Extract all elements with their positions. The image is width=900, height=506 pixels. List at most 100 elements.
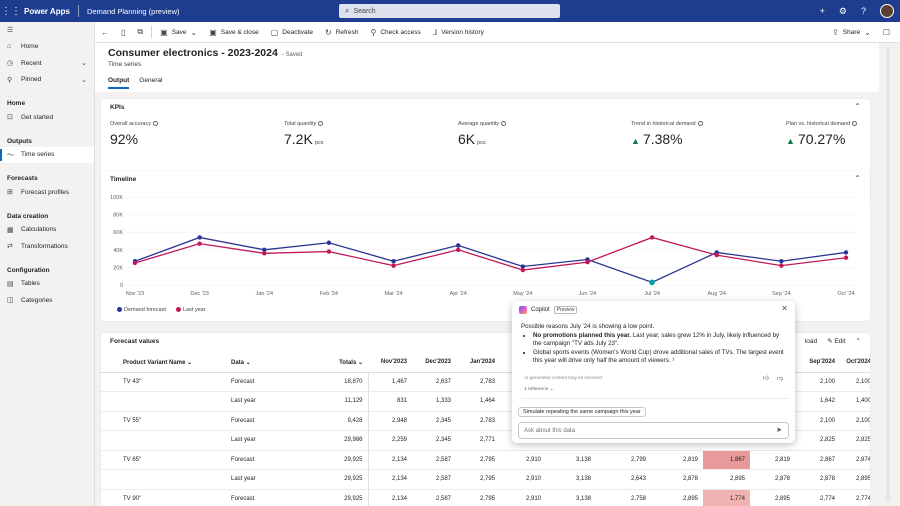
cell-value[interactable]: 1,774 [703,489,750,506]
cell-value[interactable]: 2,587 [412,450,456,470]
legend-item-last-year[interactable]: Last year [175,307,206,313]
cell-value[interactable]: 2,637 [412,372,456,392]
chevron-up-icon[interactable]: ⌃ [855,338,861,345]
send-icon[interactable]: ➤ [776,427,782,434]
cell-value[interactable]: 2,874 [840,450,870,470]
sidebar-item-recent[interactable]: ◷ Recent ⌄ [0,55,94,72]
cell-value[interactable]: 2,774 [840,489,870,506]
settings-icon[interactable]: ⚙ [838,5,847,16]
search-box[interactable]: ⌕ Search [339,4,560,18]
cell-value[interactable]: 3,138 [546,469,596,490]
cell-total[interactable]: 29,986 [304,430,369,451]
cell-value[interactable]: 2,867 [795,450,840,470]
cell-value[interactable]: 2,795 [456,450,500,470]
column-header-month[interactable]: Sep'2024 [795,353,840,373]
column-header-product[interactable]: Product Variant Name ⌄ [101,353,226,373]
cell-total[interactable]: 29,925 [304,450,369,470]
cell-value[interactable]: 2,795 [456,469,500,490]
thumbs-down-icon[interactable]: 👎︎ [776,376,783,382]
cell-value[interactable]: 2,878 [651,469,703,490]
sidebar-item-home[interactable]: ⌂ Home [0,39,94,56]
cell-value[interactable]: 2,895 [703,469,750,490]
table-row[interactable]: TV 65" Forecast 29,925 2,134 2,587 2,795 2,910… [101,450,870,470]
avatar[interactable] [880,4,894,18]
cell-value[interactable]: 1,867 [703,450,750,470]
popout-button[interactable]: ⧉ [131,27,149,37]
cell-value[interactable]: 2,895 [651,489,703,506]
table-row[interactable]: TV 90" Forecast 29,925 2,134 2,587 2,795 2,910… [101,489,870,506]
cell-value[interactable]: 2,948 [368,411,412,431]
cell-value[interactable]: 2,795 [456,489,500,506]
cell-value[interactable]: 2,819 [750,450,795,470]
sidebar-item-tables[interactable]: ▤ Tables [0,276,94,293]
sidebar-item-transformations[interactable]: ⇄ Transformations [0,238,94,255]
cell-value[interactable]: 2,878 [795,469,840,490]
column-header-data[interactable]: Data ⌄ [226,353,304,373]
cell-value[interactable]: 2,643 [596,469,651,490]
copilot-input[interactable]: Ask about this data ➤ [518,422,789,439]
info-icon[interactable] [852,121,858,127]
cell-value[interactable]: 2,100 [840,411,870,431]
cell-total[interactable]: 11,129 [304,391,369,412]
table-row[interactable]: Last year 29,925 2,134 2,587 2,795 2,910 3,138… [101,469,870,490]
cell-value[interactable]: 1,464 [456,391,500,412]
suggestion-chip[interactable]: Simulate repeating the same campaign thi… [518,407,646,417]
references-toggle[interactable]: 1 reference ⌄ [524,387,554,392]
cell-value[interactable]: 2,910 [500,489,546,506]
cell-value[interactable]: 2,895 [750,489,795,506]
cell-total[interactable]: 18,870 [304,372,369,392]
cell-value[interactable]: 2,100 [840,372,870,392]
info-icon[interactable] [152,121,158,127]
cell-value[interactable]: 2,783 [456,372,500,392]
page-scrollbar[interactable] [879,43,900,506]
cell-value[interactable]: 2,587 [412,489,456,506]
cell-value[interactable]: 2,100 [795,372,840,392]
add-icon[interactable]: + [819,6,825,16]
app-title[interactable]: Demand Planning (preview) [86,6,180,16]
sidebar-item-pinned[interactable]: ⚲ Pinned ⌄ [0,72,94,89]
info-icon[interactable] [501,121,507,127]
cell-value[interactable]: 831 [368,391,412,412]
version-history-button[interactable]: ⅃ Version history [427,28,490,37]
cell-value[interactable]: 2,259 [368,430,412,451]
cell-value[interactable]: 2,910 [500,469,546,490]
scrollbar-track[interactable] [886,47,890,502]
app-name[interactable]: Power Apps [24,6,70,16]
cell-value[interactable]: 2,771 [456,430,500,451]
deactivate-button[interactable]: ▢ Deactivate [265,28,319,37]
column-header-month[interactable]: Jan'2024 [456,353,500,373]
chevron-up-icon[interactable]: ⌃ [854,102,861,111]
column-header-month[interactable]: Nov'2023 [368,353,412,373]
cell-value[interactable]: 2,134 [368,469,412,490]
chat-button[interactable]: ☐ [877,28,896,37]
info-icon[interactable] [318,121,324,127]
check-access-button[interactable]: ⚲ Check access [364,28,426,37]
close-icon[interactable]: ✕ [781,304,788,313]
cell-value[interactable]: 2,345 [412,430,456,451]
cell-value[interactable]: 2,587 [412,469,456,490]
app-launcher-icon[interactable]: ⋮⋮ [1,5,21,17]
cell-value[interactable]: 2,758 [596,489,651,506]
cell-value[interactable]: 3,138 [546,489,596,506]
help-icon[interactable]: ? [860,6,866,16]
cell-value[interactable]: 1,467 [368,372,412,392]
cell-value[interactable]: 2,100 [795,411,840,431]
info-icon[interactable] [697,121,703,127]
sidebar-item-calculations[interactable]: ▦ Calculations [0,222,94,239]
sidebar-item-time-series[interactable]: 〜 Time series [0,146,94,163]
refresh-button[interactable]: ↻ Refresh [319,28,364,37]
cell-value[interactable]: 2,895 [840,469,870,490]
sidebar-item-forecast-profiles[interactable]: ⊞ Forecast profiles [0,184,94,201]
cell-value[interactable]: 2,345 [412,411,456,431]
cell-total[interactable]: 29,925 [304,469,369,490]
cell-value[interactable]: 2,134 [368,450,412,470]
cell-value[interactable]: 2,878 [750,469,795,490]
column-header-month[interactable]: Dec'2023 [412,353,456,373]
cell-value[interactable]: 2,910 [500,450,546,470]
cell-value[interactable]: 2,825 [840,430,870,451]
cell-value[interactable]: 2,134 [368,489,412,506]
sidebar-item-get-started[interactable]: ⊡ Get started [0,109,94,126]
tab-general[interactable]: General [139,77,163,84]
legend-item-demand-forecast[interactable]: Demand forecast [117,307,166,313]
column-header-totals[interactable]: Totals ⌄ [304,353,368,373]
